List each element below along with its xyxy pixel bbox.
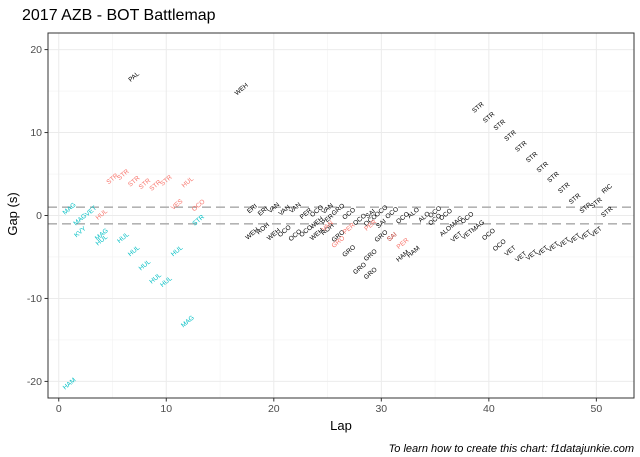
chart-caption: To learn how to create this chart: f1dat…	[389, 443, 634, 455]
x-tick-label: 0	[56, 403, 62, 415]
grid-lines	[48, 33, 634, 398]
x-tick-label: 50	[591, 403, 603, 415]
x-axis-title: Lap	[330, 418, 352, 433]
y-axis-ticks: -20 -10 0 10 20	[27, 44, 48, 388]
y-tick-label: 20	[30, 44, 42, 56]
y-tick-label: 0	[36, 210, 42, 222]
x-tick-label: 10	[160, 403, 172, 415]
y-tick-label: 10	[30, 127, 42, 139]
chart-title: 2017 AZB - BOT Battlemap	[22, 7, 216, 24]
x-axis-ticks: 0 10 20 30 40 50	[56, 398, 603, 415]
y-tick-label: -20	[27, 376, 42, 388]
y-tick-label: -10	[27, 293, 42, 305]
x-tick-label: 30	[375, 403, 387, 415]
y-axis-title: Gap (s)	[5, 192, 20, 235]
x-tick-label: 20	[268, 403, 280, 415]
x-tick-label: 40	[483, 403, 495, 415]
